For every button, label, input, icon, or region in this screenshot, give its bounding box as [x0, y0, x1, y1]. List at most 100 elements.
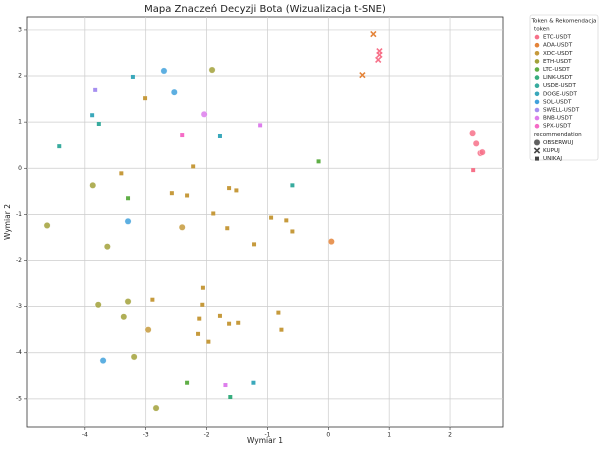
legend-label: SOL-USDT [543, 99, 572, 105]
legend-swatch [533, 138, 541, 146]
point [160, 67, 168, 75]
point [178, 223, 186, 231]
point [251, 380, 256, 385]
point [120, 313, 128, 321]
point [130, 74, 135, 79]
legend-swatch [533, 147, 541, 154]
point [130, 353, 138, 361]
point [89, 181, 97, 189]
point [196, 331, 201, 336]
y-tick-label: 3 [18, 26, 22, 33]
point [236, 320, 241, 325]
point [471, 168, 476, 173]
point [276, 310, 281, 315]
point [223, 383, 228, 388]
legend-swatch [534, 34, 540, 40]
point [258, 123, 263, 128]
y-tick-label: 1 [18, 119, 22, 126]
legend-swatch [534, 75, 540, 80]
legend-label: USDE-USDT [543, 83, 576, 89]
point [144, 326, 152, 334]
legend-swatch [534, 115, 540, 121]
legend-swatch [534, 91, 540, 97]
point [185, 193, 190, 198]
point [206, 339, 211, 344]
point [269, 215, 274, 220]
point [43, 222, 51, 229]
point [191, 164, 196, 169]
legend-label: BNB-USDT [543, 116, 573, 122]
y-tick-label: -2 [16, 257, 22, 264]
y-tick-label: 2 [18, 73, 22, 80]
point [103, 243, 111, 251]
point [94, 301, 102, 309]
legend-swatch [534, 67, 540, 72]
point [93, 87, 98, 92]
legend-swatch [534, 99, 540, 105]
x-tick-label: -2 [204, 432, 210, 439]
y-tick-label: -1 [16, 211, 22, 218]
point [370, 30, 377, 38]
point [119, 171, 124, 176]
legend-label: ADA-USDT [543, 43, 573, 49]
legend-swatch [534, 83, 540, 88]
point [150, 297, 155, 302]
y-tick-label: -4 [16, 349, 22, 356]
x-tick-label: 1 [387, 432, 391, 439]
point [227, 321, 232, 326]
legend-swatch [534, 42, 540, 48]
legend-label: DOGE-USDT [543, 91, 578, 97]
y-tick-label: -5 [16, 395, 22, 402]
point [90, 113, 95, 118]
point [375, 56, 382, 64]
point [252, 242, 257, 247]
point [200, 285, 205, 290]
x-tick-label: -1 [264, 432, 270, 439]
legend-label: SWELL-USDT [543, 108, 580, 114]
point [359, 71, 366, 79]
point [200, 110, 208, 118]
legend-label: ETC-USDT [543, 35, 571, 41]
point [227, 186, 232, 191]
plot-area [26, 16, 504, 428]
point [170, 88, 178, 96]
point [152, 404, 160, 412]
legend-label: UNIKAJ [543, 156, 562, 162]
x-tick-label: -4 [82, 432, 88, 439]
point [185, 380, 190, 385]
y-tick-label: 0 [18, 165, 22, 172]
point [143, 96, 148, 101]
y-tick-label: -3 [16, 303, 22, 310]
legend-label: SPX-USDT [543, 124, 571, 130]
legend-subtitle: token [534, 27, 550, 33]
legend-title: Token & Rekomendacja [531, 19, 597, 25]
point [472, 139, 480, 147]
legend-label: LINK-USDT [543, 75, 573, 81]
point [217, 133, 222, 138]
point [316, 159, 321, 164]
point [96, 121, 101, 126]
legend-box [529, 14, 599, 161]
point [197, 316, 202, 321]
legend-label: OBSERWUJ [543, 140, 574, 146]
x-tick-label: 2 [448, 432, 452, 439]
point [99, 357, 107, 364]
point [180, 133, 185, 138]
point [469, 129, 476, 137]
legend-label: LTC-USDT [543, 67, 570, 73]
x-tick-label: 0 [326, 432, 330, 439]
legend-swatch [534, 51, 540, 56]
legend-label: ETH-USDT [543, 59, 572, 65]
legend-label: XDC-USDT [543, 51, 573, 57]
x-axis-label: Wymiar 1 [247, 436, 283, 445]
point [290, 229, 295, 234]
y-axis-label: Wymiar 2 [3, 204, 12, 240]
chart-title: Mapa Znaczeń Decyzji Bota (Wizualizacja … [144, 3, 386, 15]
point [234, 188, 239, 193]
point [290, 183, 295, 188]
point [284, 218, 289, 223]
point [376, 51, 383, 58]
legend-swatch [535, 156, 539, 161]
point [217, 313, 222, 318]
